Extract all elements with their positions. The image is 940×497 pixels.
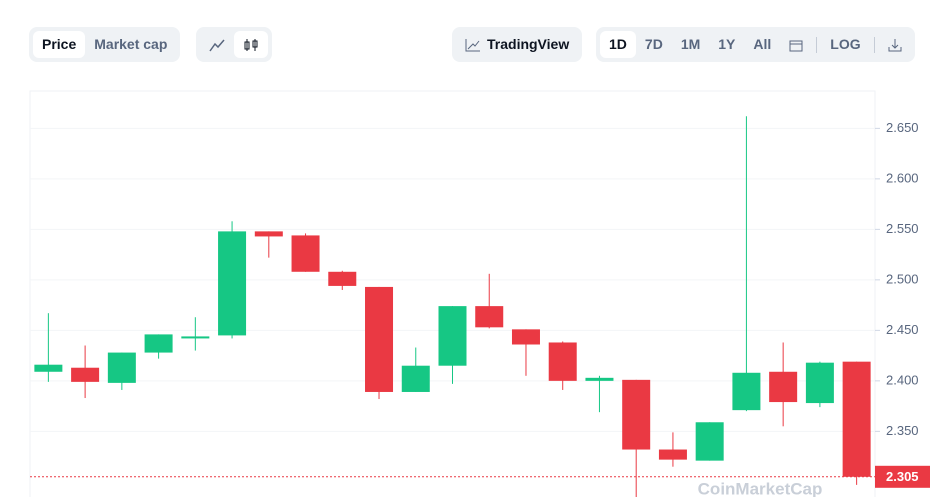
candle-style[interactable] bbox=[234, 31, 268, 58]
tradingview-label: TradingView bbox=[487, 36, 570, 52]
candle-body bbox=[842, 361, 871, 477]
candle-body bbox=[401, 365, 430, 392]
candle-body bbox=[365, 286, 394, 392]
range[interactable]: 1Y bbox=[718, 36, 736, 52]
y-tick-label: 2.350 bbox=[886, 423, 919, 438]
candle-body bbox=[144, 334, 173, 353]
y-tick-label: 2.600 bbox=[886, 170, 919, 185]
candle-body bbox=[328, 271, 357, 286]
candle-body bbox=[181, 336, 210, 339]
download[interactable] bbox=[879, 31, 911, 58]
candle-body bbox=[438, 306, 467, 366]
tradingview-btn[interactable]: TradingView bbox=[452, 27, 583, 62]
candle-body bbox=[732, 372, 761, 411]
candle-body bbox=[622, 379, 651, 450]
candle-body bbox=[34, 364, 63, 372]
candle-body bbox=[218, 231, 247, 336]
separator bbox=[816, 36, 818, 53]
y-tick-label: 2.650 bbox=[886, 120, 919, 135]
y-tick-label: 2.400 bbox=[886, 372, 919, 387]
candle-body bbox=[475, 306, 504, 328]
chart-style bbox=[196, 27, 272, 62]
calendar[interactable] bbox=[780, 31, 812, 58]
last-price-box bbox=[875, 465, 930, 488]
type-tabs: Price Market cap bbox=[29, 27, 181, 62]
candle-body bbox=[511, 329, 540, 345]
separator bbox=[873, 36, 875, 53]
candle-body bbox=[291, 235, 320, 272]
log-toggle[interactable]: LOG bbox=[830, 36, 861, 52]
candle-body bbox=[254, 231, 283, 237]
y-tick-label: 2.550 bbox=[886, 221, 919, 236]
candle-body bbox=[695, 422, 724, 461]
range[interactable]: 7D bbox=[644, 36, 663, 52]
range[interactable]: 1M bbox=[680, 36, 701, 52]
range[interactable]: All bbox=[753, 36, 772, 52]
candle-body bbox=[107, 352, 136, 383]
candle-body bbox=[585, 377, 614, 381]
candle-body bbox=[805, 362, 834, 404]
candle-body bbox=[658, 449, 687, 460]
range[interactable]: 1D bbox=[600, 31, 636, 58]
y-tick-label: 2.450 bbox=[886, 322, 919, 337]
y-tick-label: 2.500 bbox=[886, 271, 919, 286]
plot-frame bbox=[29, 90, 876, 497]
range-tabs: 1D 7D 1M 1Y All LOG bbox=[596, 27, 915, 62]
candle-body bbox=[548, 342, 577, 381]
tab-market-cap[interactable]: Market cap bbox=[94, 36, 168, 52]
watermark: CoinMarketCap bbox=[698, 479, 823, 497]
candle-body bbox=[71, 367, 100, 382]
candle-body bbox=[769, 371, 798, 403]
last-price-label: 2.305 bbox=[886, 469, 919, 484]
tab-price[interactable]: Price bbox=[33, 31, 86, 58]
line-style[interactable] bbox=[200, 31, 234, 58]
